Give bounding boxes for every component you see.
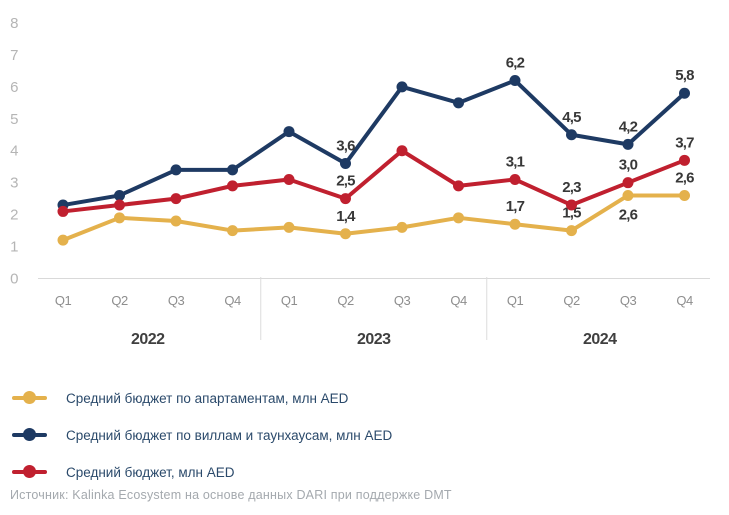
data-point-villas_townhouses-3 xyxy=(227,164,238,176)
data-point-apartments-4 xyxy=(283,221,295,233)
y-axis-tick-label: 1 xyxy=(10,239,18,256)
data-point-apartments-11 xyxy=(679,189,690,201)
data-point-average-4 xyxy=(283,173,295,185)
chart-legend: Средний бюджет по апартаментам, млн AED … xyxy=(12,386,392,497)
y-axis-tick-label: 2 xyxy=(10,207,18,224)
quarter-tick-label: Q3 xyxy=(394,293,411,308)
data-label-apartments-11: 2,6 xyxy=(675,169,694,186)
data-point-apartments-7 xyxy=(453,212,464,224)
data-point-villas_townhouses-8 xyxy=(509,74,521,86)
y-axis-tick-label: 0 xyxy=(10,271,18,288)
data-point-villas_townhouses-4 xyxy=(283,126,295,138)
data-point-average-2 xyxy=(170,193,182,205)
data-point-villas_townhouses-7 xyxy=(453,97,464,109)
data-point-average-10 xyxy=(622,177,634,189)
legend-label-average: Средний бюджет, млн AED xyxy=(66,464,235,480)
quarter-tick-label: Q3 xyxy=(620,293,637,308)
line-chart: 0 1 2 3 4 5 6 7 8 2022 2023 2024 Q1 Q2 Q3 Q4 Q1 Q2 Q3 Q4 Q1 Q… xyxy=(10,15,710,348)
data-label-villas_townhouses-11: 5,8 xyxy=(675,67,694,84)
data-point-apartments-2 xyxy=(170,215,182,227)
legend-item-apartments: Средний бюджет по апартаментам, млн AED xyxy=(12,386,392,410)
y-axis-tick-label: 8 xyxy=(10,15,18,32)
quarter-tick-label: Q2 xyxy=(111,293,128,308)
year-label-2024: 2024 xyxy=(583,331,617,348)
data-point-average-11 xyxy=(679,154,690,166)
data-point-villas_townhouses-6 xyxy=(396,81,408,93)
quarter-tick-label: Q3 xyxy=(168,293,185,308)
data-point-apartments-9 xyxy=(566,225,577,237)
data-label-apartments-5: 1,4 xyxy=(336,208,356,225)
quarter-tick-label: Q1 xyxy=(507,293,524,308)
data-point-apartments-8 xyxy=(509,218,521,230)
data-point-villas_townhouses-2 xyxy=(170,164,182,176)
legend-marker-average-icon xyxy=(12,465,47,479)
data-label-apartments-8: 1,7 xyxy=(506,198,525,215)
legend-label-villas-townhouses: Средний бюджет по виллам и таунхаусам, м… xyxy=(66,427,393,443)
series-line-apartments xyxy=(61,193,687,243)
data-point-average-0 xyxy=(57,205,69,217)
legend-label-apartments: Средний бюджет по апартаментам, млн AED xyxy=(66,390,349,406)
legend-item-villas-townhouses: Средний бюджет по виллам и таунхаусам, м… xyxy=(12,423,392,447)
data-point-average-7 xyxy=(453,180,464,192)
data-point-average-6 xyxy=(396,145,408,157)
data-point-apartments-10 xyxy=(622,189,634,201)
legend-item-average: Средний бюджет, млн AED xyxy=(12,460,392,484)
quarter-tick-label: Q4 xyxy=(224,293,241,308)
data-point-average-5 xyxy=(340,193,351,205)
data-point-apartments-3 xyxy=(227,225,238,237)
data-point-villas_townhouses-5 xyxy=(340,158,351,170)
data-point-apartments-0 xyxy=(57,234,69,246)
data-point-villas_townhouses-10 xyxy=(622,138,634,150)
data-label-average-9: 2,3 xyxy=(562,179,581,196)
year-label-2022: 2022 xyxy=(131,331,165,348)
data-label-average-11: 3,7 xyxy=(675,134,694,151)
data-label-average-10: 3,0 xyxy=(619,157,638,174)
series-line-villas_townhouses xyxy=(61,78,687,208)
data-point-villas_townhouses-11 xyxy=(679,87,690,99)
series-line-average xyxy=(61,148,687,214)
data-label-villas_townhouses-10: 4,2 xyxy=(619,118,638,135)
quarter-tick-label: Q1 xyxy=(55,293,72,308)
data-point-average-9 xyxy=(566,199,577,211)
data-point-average-1 xyxy=(114,199,125,211)
y-axis-tick-label: 6 xyxy=(10,79,18,96)
quarter-tick-label: Q2 xyxy=(563,293,580,308)
source-caption: Источник: Kalinka Ecosystem на основе да… xyxy=(10,488,452,502)
data-label-average-8: 3,1 xyxy=(506,153,525,170)
y-axis-tick-label: 3 xyxy=(10,175,18,192)
data-point-villas_townhouses-1 xyxy=(114,189,125,201)
data-point-apartments-1 xyxy=(114,212,125,224)
y-axis-tick-label: 4 xyxy=(10,143,18,160)
quarter-tick-label: Q1 xyxy=(281,293,298,308)
data-label-villas_townhouses-8: 6,2 xyxy=(506,54,525,71)
data-label-apartments-10: 2,6 xyxy=(619,206,638,223)
year-label-2023: 2023 xyxy=(357,331,391,348)
quarter-tick-label: Q4 xyxy=(450,293,467,308)
data-label-villas_townhouses-5: 3,6 xyxy=(336,138,355,155)
data-point-villas_townhouses-9 xyxy=(566,129,577,141)
data-point-apartments-6 xyxy=(396,221,408,233)
legend-marker-apartments-icon xyxy=(12,391,47,405)
data-label-apartments-9: 1,5 xyxy=(562,205,581,222)
data-point-apartments-5 xyxy=(340,228,351,240)
y-axis-tick-label: 7 xyxy=(10,47,18,64)
data-point-average-8 xyxy=(509,173,521,185)
data-label-average-5: 2,5 xyxy=(336,173,355,190)
y-axis-tick-label: 5 xyxy=(10,111,18,128)
data-label-villas_townhouses-9: 4,5 xyxy=(562,109,581,126)
legend-marker-villas-icon xyxy=(12,428,47,442)
quarter-tick-label: Q4 xyxy=(676,293,693,308)
data-point-average-3 xyxy=(227,180,238,192)
quarter-tick-label: Q2 xyxy=(337,293,354,308)
